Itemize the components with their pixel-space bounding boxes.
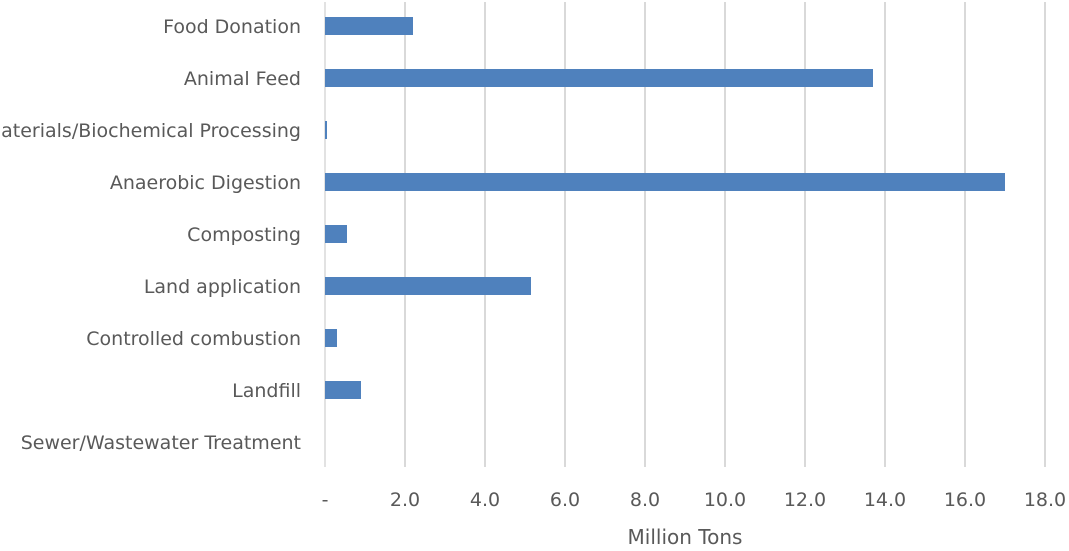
bar (325, 329, 337, 347)
x-axis-title: Million Tons (628, 525, 743, 549)
category-label: Anaerobic Digestion (110, 172, 301, 194)
category-label: Sewer/Wastewater Treatment (21, 432, 301, 454)
x-tick-label: 12.0 (784, 489, 826, 511)
category-label: Land application (144, 276, 301, 298)
category-label: Controlled combustion (86, 328, 301, 350)
bar (325, 173, 1005, 191)
x-axis-tick-labels: - 2.0 4.0 6.0 8.0 10.0 12.0 14.0 16.0 18.0 (322, 489, 1067, 511)
category-label: aterials/Biochemical Processing (1, 120, 301, 142)
bar (325, 225, 347, 243)
bars (325, 17, 1005, 399)
x-tick-label: 6.0 (550, 489, 580, 511)
category-label: Food Donation (163, 16, 301, 38)
bar (325, 69, 873, 87)
bar (325, 381, 361, 399)
x-tick-label: 16.0 (944, 489, 986, 511)
bar (325, 121, 327, 139)
x-tick-label: - (322, 489, 329, 511)
x-tick-label: 4.0 (470, 489, 500, 511)
bar (325, 277, 531, 295)
category-labels: Food Donation Animal Feed aterials/Biochem… (1, 16, 301, 454)
x-tick-label: 2.0 (390, 489, 420, 511)
category-label: Landfill (232, 380, 301, 402)
bar (325, 17, 413, 35)
x-tick-label: 14.0 (864, 489, 906, 511)
category-label: Animal Feed (184, 68, 301, 90)
category-label: Composting (187, 224, 301, 246)
x-tick-label: 10.0 (704, 489, 746, 511)
x-tick-label: 18.0 (1024, 489, 1066, 511)
x-tick-label: 8.0 (630, 489, 660, 511)
